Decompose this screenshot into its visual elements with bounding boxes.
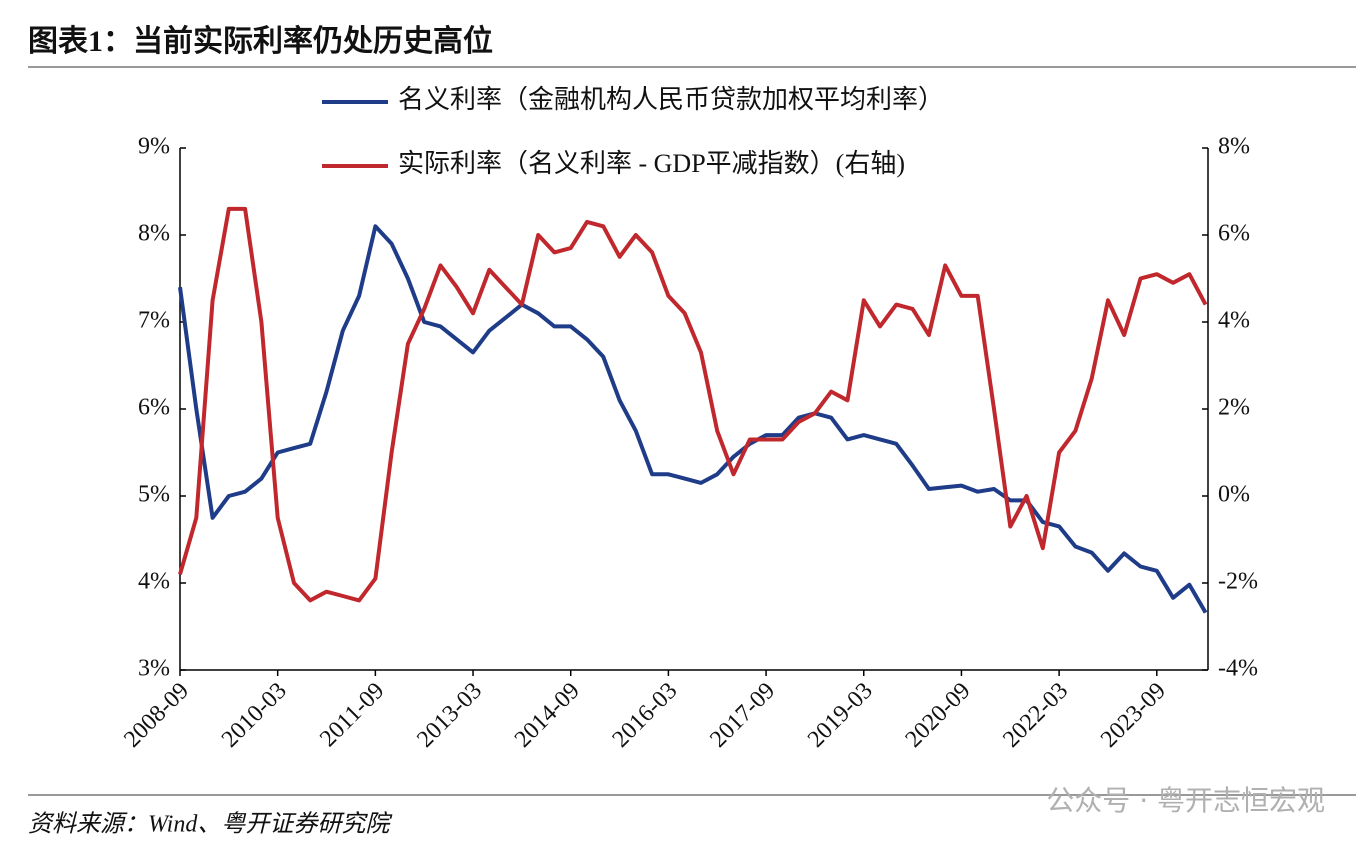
chart-title: 图表1：当前实际利率仍处历史高位 [28,24,493,58]
y-tick-label: 9% [138,134,170,160]
x-tick-label: 2016-03 [608,678,683,753]
x-tick-label: 2020-09 [901,678,976,753]
x-tick-label: 2017-09 [705,678,780,753]
x-tick-label: 2010-03 [217,678,292,753]
y2-tick-label: 0% [1218,482,1250,508]
y2-tick-label: 6% [1218,221,1250,247]
y2-tick-label: -2% [1218,569,1258,595]
x-tick-label: 2013-03 [412,678,487,753]
legend-label: 名义利率（金融机构人民币贷款加权平均利率） [398,85,944,114]
y2-tick-label: -4% [1218,656,1258,682]
watermark: 公众号 · 粤开志恒宏观 [1046,784,1325,817]
line-series [178,224,1208,614]
y-tick-label: 4% [138,569,170,595]
source: 资料来源：Wind、粤开证券研究院 [28,811,393,838]
line-series [178,206,1208,603]
x-tick-label: 2014-09 [510,678,585,753]
x-tick-label: 2023-09 [1096,678,1171,753]
legend-label: 实际利率（名义利率 - GDP平减指数）(右轴) [398,149,905,178]
y2-tick-label: 2% [1218,395,1250,421]
x-tick-label: 2008-09 [119,678,194,753]
y-tick-label: 3% [138,656,170,682]
x-tick-label: 2019-03 [803,678,878,753]
y-tick-label: 6% [138,395,170,421]
y-tick-label: 5% [138,482,170,508]
y-tick-label: 7% [138,308,170,334]
x-tick-label: 2011-09 [315,678,389,752]
y2-tick-label: 8% [1218,134,1250,160]
y-tick-label: 8% [138,221,170,247]
x-tick-label: 2022-03 [998,678,1073,753]
y2-tick-label: 4% [1218,308,1250,334]
